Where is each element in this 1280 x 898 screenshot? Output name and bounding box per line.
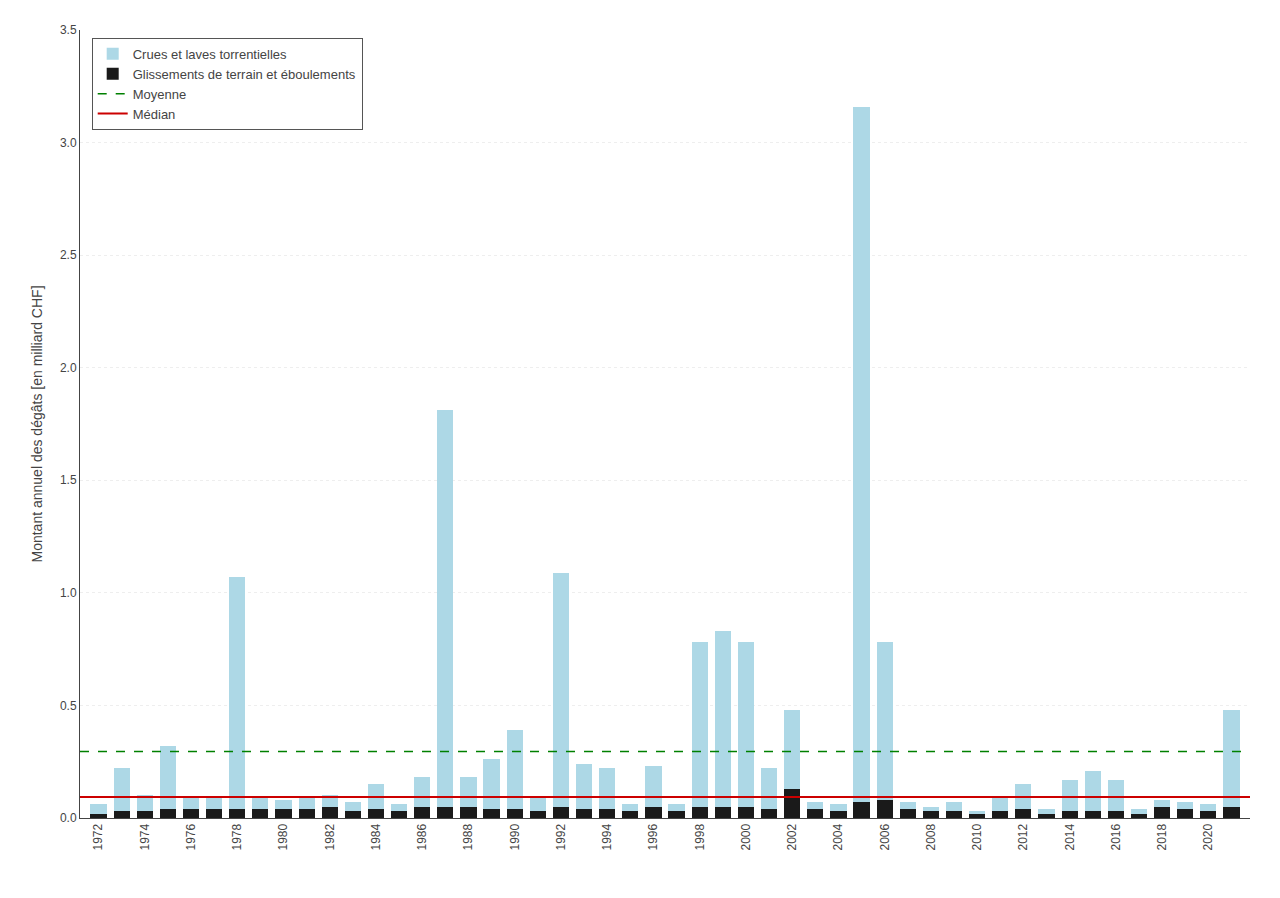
svg-text:2018: 2018 <box>1155 823 1169 850</box>
svg-text:0.0: 0.0 <box>60 811 77 825</box>
svg-text:1992: 1992 <box>554 823 568 850</box>
svg-text:1.0: 1.0 <box>60 586 77 600</box>
svg-text:2006: 2006 <box>878 823 892 850</box>
svg-text:2004: 2004 <box>831 823 845 850</box>
svg-text:Crues et laves torrentielles: Crues et laves torrentielles <box>133 47 287 62</box>
svg-text:1996: 1996 <box>646 823 660 850</box>
svg-text:Montant annuel des dégâts [en: Montant annuel des dégâts [en milliard C… <box>29 285 45 562</box>
svg-text:2020: 2020 <box>1201 823 1215 850</box>
svg-text:Médian: Médian <box>133 107 176 122</box>
svg-text:2002: 2002 <box>785 823 799 850</box>
svg-text:1984: 1984 <box>369 823 383 850</box>
svg-text:1986: 1986 <box>415 823 429 850</box>
svg-text:2012: 2012 <box>1016 823 1030 850</box>
svg-text:0.5: 0.5 <box>60 699 77 713</box>
svg-text:2.0: 2.0 <box>60 361 77 375</box>
svg-text:1.5: 1.5 <box>60 473 77 487</box>
svg-text:2.5: 2.5 <box>60 248 77 262</box>
svg-text:1976: 1976 <box>184 823 198 850</box>
svg-text:2016: 2016 <box>1109 823 1123 850</box>
svg-text:2008: 2008 <box>924 823 938 850</box>
svg-text:1994: 1994 <box>600 823 614 850</box>
svg-text:Glissements de terrain et ébou: Glissements de terrain et éboulements <box>133 67 356 82</box>
svg-text:Moyenne: Moyenne <box>133 87 186 102</box>
svg-text:1972: 1972 <box>91 823 105 850</box>
svg-text:1988: 1988 <box>461 823 475 850</box>
svg-text:3.5: 3.5 <box>60 23 77 37</box>
svg-text:2000: 2000 <box>739 823 753 850</box>
svg-text:3.0: 3.0 <box>60 136 77 150</box>
svg-text:1980: 1980 <box>276 823 290 850</box>
svg-text:2010: 2010 <box>970 823 984 850</box>
svg-text:2014: 2014 <box>1063 823 1077 850</box>
svg-text:1990: 1990 <box>508 823 522 850</box>
svg-text:1974: 1974 <box>138 823 152 850</box>
svg-text:1978: 1978 <box>230 823 244 850</box>
svg-text:1998: 1998 <box>693 823 707 850</box>
svg-text:1982: 1982 <box>323 823 337 850</box>
